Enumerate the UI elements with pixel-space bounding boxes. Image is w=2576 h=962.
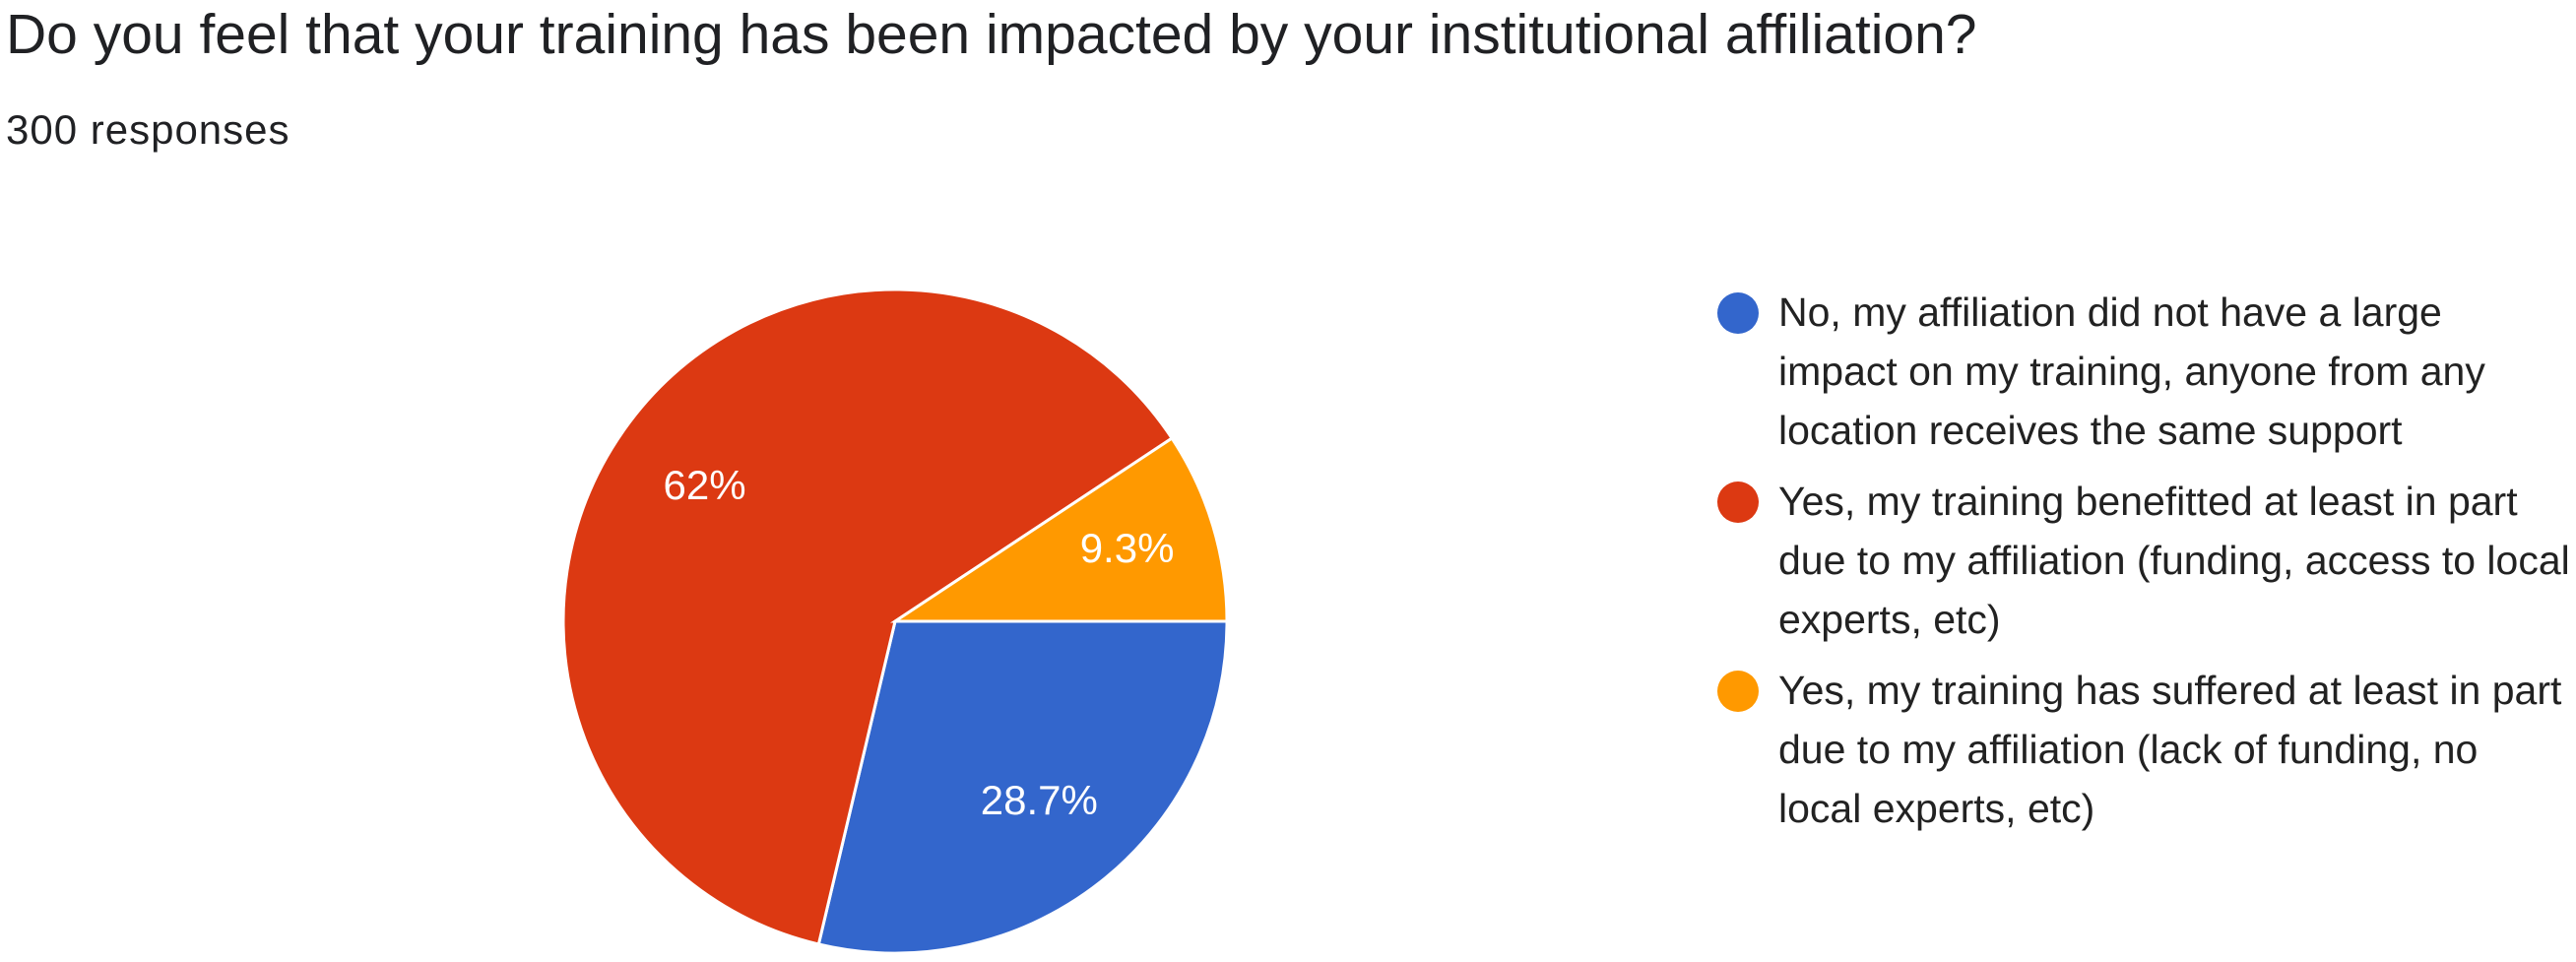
pie-slice: [816, 619, 1229, 955]
pie-chart: 28.7% 62% 9.3%: [561, 288, 1229, 955]
pie-slice: [561, 288, 1175, 946]
legend-label: No, my affiliation did not have a large …: [1778, 289, 2485, 453]
legend-item: Yes, my training has suffered at least i…: [1713, 661, 2570, 838]
slice-label: 28.7%: [981, 777, 1098, 823]
legend-label: Yes, my training benefitted at least in …: [1778, 479, 2570, 642]
legend-marker: [1717, 671, 1759, 712]
legend-label: Yes, my training has suffered at least i…: [1778, 668, 2562, 831]
response-count: 300 responses: [6, 106, 290, 153]
legend-marker: [1717, 481, 1759, 523]
slice-label: 62%: [664, 462, 746, 508]
pie-slice: [890, 436, 1229, 623]
slice-label: 9.3%: [1080, 525, 1175, 571]
legend-marker: [1717, 292, 1759, 334]
chart-title: Do you feel that your training has been …: [6, 3, 1977, 66]
legend-item: No, my affiliation did not have a large …: [1713, 283, 2570, 460]
legend: No, my affiliation did not have a large …: [1713, 283, 2570, 850]
legend-item: Yes, my training benefitted at least in …: [1713, 472, 2570, 649]
